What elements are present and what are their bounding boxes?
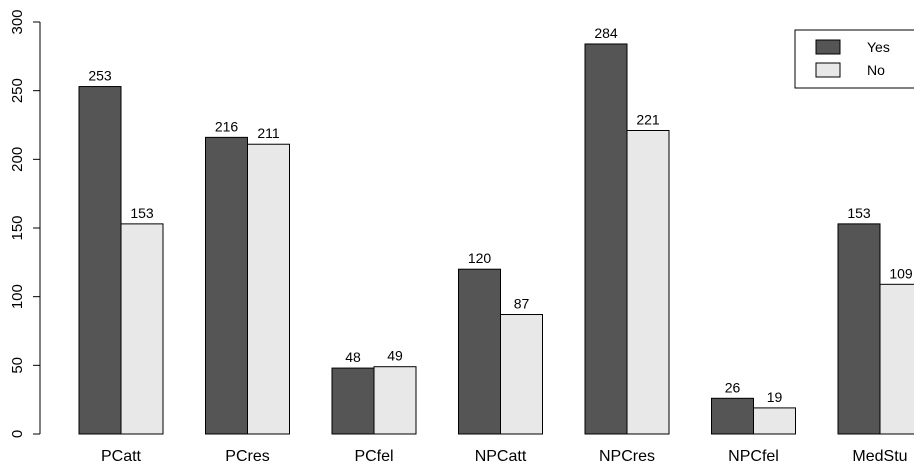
category-label: NPCatt — [475, 448, 527, 465]
bar-value-label: 153 — [847, 205, 871, 221]
y-axis: 0 50 100 150 200 250 300 — [9, 9, 41, 438]
y-tick-label: 0 — [9, 430, 26, 438]
bar-value-label: 49 — [387, 348, 403, 364]
category-label: NPCfel — [728, 448, 779, 465]
bar-value-label: 109 — [889, 265, 913, 281]
bar-yes-pcfel — [331, 367, 375, 435]
bar-value-label: 211 — [257, 125, 280, 141]
bar-yes-npcatt — [458, 268, 501, 435]
bar-yes-medstu — [837, 223, 881, 435]
bar-value-label: 221 — [636, 111, 660, 127]
legend-swatch-yes — [815, 39, 841, 55]
y-tick-label: 150 — [9, 215, 26, 240]
legend-swatch-no — [815, 62, 841, 78]
y-tick-label: 50 — [9, 357, 26, 374]
bar-yes-npcres — [584, 43, 628, 435]
legend-label-no: No — [867, 62, 885, 78]
bar-value-label: 253 — [88, 68, 112, 84]
bar-value-label: 120 — [468, 250, 492, 266]
bar-no-pcatt — [120, 223, 164, 435]
y-tick-label: 300 — [9, 9, 26, 34]
category-label: PCres — [225, 448, 269, 465]
bar-no-npcatt — [500, 314, 543, 435]
category-label: PCfel — [354, 448, 393, 465]
bar-yes-npcfel — [711, 397, 754, 435]
legend: Yes No — [794, 29, 914, 89]
category-label: MedStu — [852, 448, 907, 465]
bar-no-pcres — [247, 143, 290, 435]
y-tick-label: 200 — [9, 147, 26, 172]
bar-value-label: 153 — [130, 205, 154, 221]
bar-value-label: 19 — [767, 389, 783, 405]
bar-no-pcfel — [373, 366, 417, 435]
bar-yes-pcatt — [78, 86, 122, 435]
bar-value-label: 216 — [215, 118, 239, 134]
bar-value-label: 48 — [345, 349, 361, 365]
bar-no-npcfel — [753, 407, 796, 435]
bars — [78, 43, 914, 435]
bar-value-label: 284 — [594, 25, 618, 41]
bar-no-npcres — [626, 129, 670, 435]
legend-label-yes: Yes — [867, 39, 890, 55]
bar-value-label: 87 — [514, 296, 530, 312]
y-tick-label: 250 — [9, 78, 26, 103]
bar-no-medstu — [879, 283, 914, 435]
category-label: PCatt — [101, 448, 142, 465]
category-label: NPCres — [599, 448, 655, 465]
bar-value-label: 26 — [725, 379, 741, 395]
bar-yes-pcres — [205, 136, 248, 435]
x-axis-labels: PCatt PCres PCfel NPCatt NPCres NPCfel MedStu — [101, 448, 908, 465]
legend-box — [794, 29, 914, 89]
y-tick-label: 100 — [9, 284, 26, 309]
value-labels: 253 153 216 211 48 49 120 87 284 221 26 19 153 109 — [88, 25, 913, 405]
